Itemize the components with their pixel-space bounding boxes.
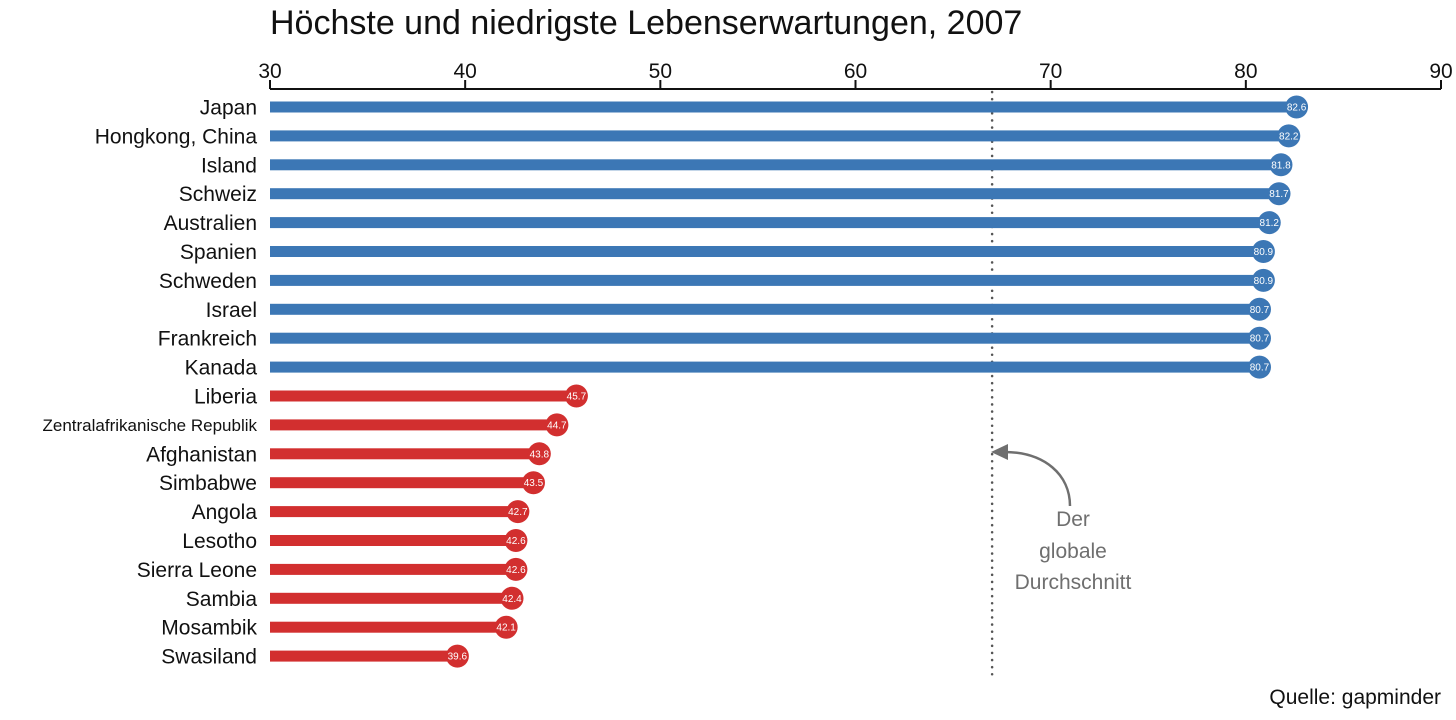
- dot-israel: [1247, 297, 1271, 321]
- value-label-lesotho: 42.6: [506, 536, 526, 547]
- dot-spanien: [1251, 240, 1275, 263]
- dot-zentralafrikanische-republik: [545, 413, 569, 437]
- category-label-zentralafrikanische-republik: Zentralafrikanische Republik: [43, 416, 258, 435]
- category-label-sambia: Sambia: [186, 588, 258, 611]
- bar-hongkong-china: [270, 130, 1289, 142]
- category-label-afghanistan: Afghanistan: [146, 443, 257, 466]
- bar-lesotho: [270, 535, 516, 546]
- x-tick-label-60: 60: [844, 60, 867, 83]
- value-label-simbabwe: 43.5: [524, 478, 544, 489]
- dot-afghanistan: [527, 442, 551, 466]
- dot-lesotho: [504, 529, 528, 552]
- dot-simbabwe: [521, 471, 545, 495]
- value-label-zentralafrikanische-republik: 44.7: [547, 420, 567, 431]
- value-label-sierra-leone: 42.6: [506, 565, 526, 576]
- dot-hongkong-china: [1277, 124, 1301, 148]
- annotation-arrow-icon: [1003, 450, 1072, 507]
- dot-liberia: [564, 384, 588, 408]
- value-label-swasiland: 39.6: [448, 652, 468, 663]
- value-label-mosambik: 42.1: [496, 623, 516, 634]
- category-label-frankreich: Frankreich: [158, 328, 257, 351]
- value-label-spanien: 80.9: [1254, 247, 1274, 258]
- bar-angola: [270, 506, 518, 518]
- dot-schweden: [1251, 268, 1275, 292]
- category-label-mosambik: Mosambik: [161, 617, 257, 640]
- category-label-spanien: Spanien: [180, 241, 257, 264]
- annotation-line-1: Der: [1056, 508, 1090, 531]
- category-label-liberia: Liberia: [194, 386, 257, 409]
- value-label-schweiz: 81.7: [1269, 189, 1289, 200]
- value-label-japan: 82.6: [1287, 103, 1307, 114]
- bar-israel: [270, 303, 1260, 315]
- value-label-schweden: 80.9: [1254, 276, 1274, 287]
- annotation-line-3: Durchschnitt: [1015, 571, 1132, 594]
- value-label-liberia: 45.7: [567, 392, 587, 403]
- bars-group: 82.6 82.2 81.8 81.7 81.2 80.9 80.9 80.7 80.7 80.7…: [270, 95, 1309, 668]
- category-label-australien: Australien: [164, 212, 257, 235]
- bar-spanien: [270, 246, 1264, 257]
- bar-mosambik: [270, 621, 507, 633]
- x-axis: 30 40 50 60 70 80 90: [258, 60, 1453, 90]
- category-label-schweden: Schweden: [159, 270, 257, 293]
- dot-sambia: [500, 586, 524, 610]
- bar-liberia: [270, 390, 577, 402]
- x-tick-label-30: 30: [258, 60, 281, 83]
- dot-japan: [1285, 95, 1309, 119]
- dot-kanada: [1247, 355, 1271, 379]
- value-label-hongkong-china: 82.2: [1279, 131, 1299, 142]
- x-tick-label-50: 50: [649, 60, 672, 83]
- bar-japan: [270, 101, 1297, 113]
- x-tick-label-90: 90: [1429, 60, 1452, 83]
- dot-island: [1269, 153, 1293, 177]
- annotation-arrowhead-icon: [991, 444, 1008, 460]
- bar-simbabwe: [270, 477, 534, 489]
- category-label-angola: Angola: [192, 501, 258, 524]
- bar-afghanistan: [270, 448, 540, 460]
- dot-australien: [1257, 211, 1281, 235]
- value-label-australien: 81.2: [1260, 218, 1280, 229]
- annotation-line-2: globale: [1039, 540, 1107, 563]
- dot-mosambik: [494, 615, 518, 639]
- value-label-kanada: 80.7: [1250, 363, 1270, 374]
- category-label-japan: Japan: [200, 97, 257, 120]
- category-label-island: Island: [201, 154, 257, 177]
- dot-frankreich: [1247, 326, 1271, 350]
- dot-schweiz: [1267, 182, 1291, 206]
- source-note: Quelle: gapminder: [1269, 686, 1441, 709]
- category-label-kanada: Kanada: [185, 357, 258, 380]
- bar-island: [270, 159, 1281, 171]
- x-tick-label-80: 80: [1234, 60, 1257, 83]
- category-label-schweiz: Schweiz: [179, 183, 257, 206]
- bar-sambia: [270, 592, 513, 604]
- bar-schweiz: [270, 188, 1280, 200]
- category-label-simbabwe: Simbabwe: [159, 472, 257, 495]
- bar-swasiland: [270, 650, 458, 662]
- category-label-swasiland: Swasiland: [161, 646, 257, 669]
- x-tick-label-40: 40: [453, 60, 476, 83]
- bar-frankreich: [270, 332, 1260, 344]
- bar-kanada: [270, 361, 1260, 373]
- value-label-angola: 42.7: [508, 507, 528, 518]
- value-label-israel: 80.7: [1250, 305, 1270, 316]
- chart-title: Höchste und niedrigste Lebenserwartungen…: [270, 4, 1022, 42]
- dot-sierra-leone: [504, 557, 528, 581]
- value-label-frankreich: 80.7: [1250, 334, 1270, 345]
- bar-zentralafrikanische-republik: [270, 419, 557, 431]
- bar-schweden: [270, 274, 1264, 286]
- dot-angola: [506, 500, 530, 524]
- value-label-afghanistan: 43.8: [530, 449, 550, 460]
- value-label-sambia: 42.4: [502, 594, 522, 605]
- annotation-group: Der globale Durchschnitt: [991, 444, 1132, 594]
- bar-australien: [270, 217, 1270, 229]
- category-label-sierra-leone: Sierra Leone: [137, 559, 257, 582]
- dot-swasiland: [445, 644, 469, 668]
- category-label-hongkong-china: Hongkong, China: [95, 125, 258, 148]
- bar-sierra-leone: [270, 563, 516, 575]
- x-tick-label-70: 70: [1039, 60, 1062, 83]
- value-label-island: 81.8: [1271, 160, 1291, 171]
- category-labels-group: Japan Hongkong, China Island Schweiz Austral…: [43, 97, 258, 669]
- category-label-lesotho: Lesotho: [182, 530, 257, 553]
- category-label-israel: Israel: [206, 299, 257, 322]
